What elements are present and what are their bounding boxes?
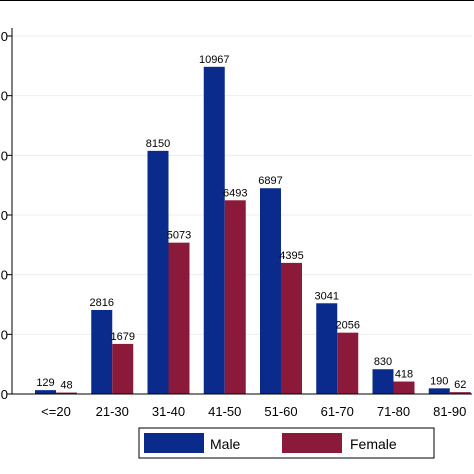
data-label-male: 129 (36, 377, 54, 389)
legend: Male Female (138, 427, 435, 459)
bar-male (35, 390, 56, 394)
data-label-male: 8150 (146, 138, 170, 150)
x-tick-label: <=20 (41, 404, 71, 419)
data-label-male: 830 (374, 356, 392, 368)
data-label-male: 3041 (315, 290, 339, 302)
x-tick-label: 41-50 (208, 404, 241, 419)
x-tick-label: 51-60 (264, 404, 297, 419)
bar-female (224, 200, 246, 394)
x-tick-label: 81-90 (433, 404, 466, 419)
y-tick-label: 0 (1, 148, 8, 163)
data-label-female: 2056 (336, 320, 360, 332)
y-tick-label: 0 (1, 29, 8, 44)
y-tick-label: 0 (1, 268, 8, 283)
data-label-female: 418 (395, 369, 413, 381)
bar-male (428, 388, 450, 394)
data-label-male: 6897 (258, 175, 282, 187)
x-axis: <=20 21-30 31-40 41-50 51-60 61-70 71-80 81-90 (12, 393, 472, 419)
data-label-female: 1679 (111, 331, 135, 343)
bar-female (281, 262, 302, 394)
x-tick-label: 61-70 (321, 404, 354, 419)
bar-female (449, 392, 471, 394)
data-label-female: 6493 (223, 187, 247, 199)
y-tick-label: 0 (1, 89, 8, 104)
legend-label-female: Female (350, 436, 397, 452)
bar-female (112, 343, 134, 394)
bar-female (337, 332, 359, 394)
bar-male (147, 150, 169, 394)
legend-swatch-female (282, 433, 342, 453)
bar-female (56, 392, 77, 394)
bar-male (260, 188, 281, 394)
y-axis: 0 0 0 0 0 0 0 (1, 28, 13, 402)
bar-male (203, 66, 225, 394)
data-labels: 129 48 2816 1679 8150 5073 10967 6493 6897 4395 30… (36, 54, 466, 392)
bar-male (91, 309, 113, 394)
legend-swatch-male (144, 433, 204, 453)
bar-female (393, 381, 415, 394)
legend-label-male: Male (210, 436, 241, 452)
y-tick-label: 0 (1, 387, 8, 402)
bar-male (316, 303, 338, 394)
data-label-male: 190 (430, 375, 448, 387)
y-tick-label: 0 (1, 208, 8, 223)
x-tick-label: 71-80 (377, 404, 410, 419)
data-label-female: 62 (454, 379, 466, 391)
x-tick-label: 31-40 (152, 404, 185, 419)
data-label-female: 4395 (279, 250, 303, 262)
y-tick-label: 0 (1, 327, 8, 342)
data-label-female: 5073 (167, 230, 191, 242)
data-label-male: 2816 (90, 297, 114, 309)
data-label-male: 10967 (199, 54, 230, 66)
data-label-female: 48 (60, 380, 72, 392)
bar-male (372, 369, 394, 394)
bar-female (168, 242, 190, 394)
bars (35, 66, 471, 394)
x-tick-label: 21-30 (96, 404, 129, 419)
